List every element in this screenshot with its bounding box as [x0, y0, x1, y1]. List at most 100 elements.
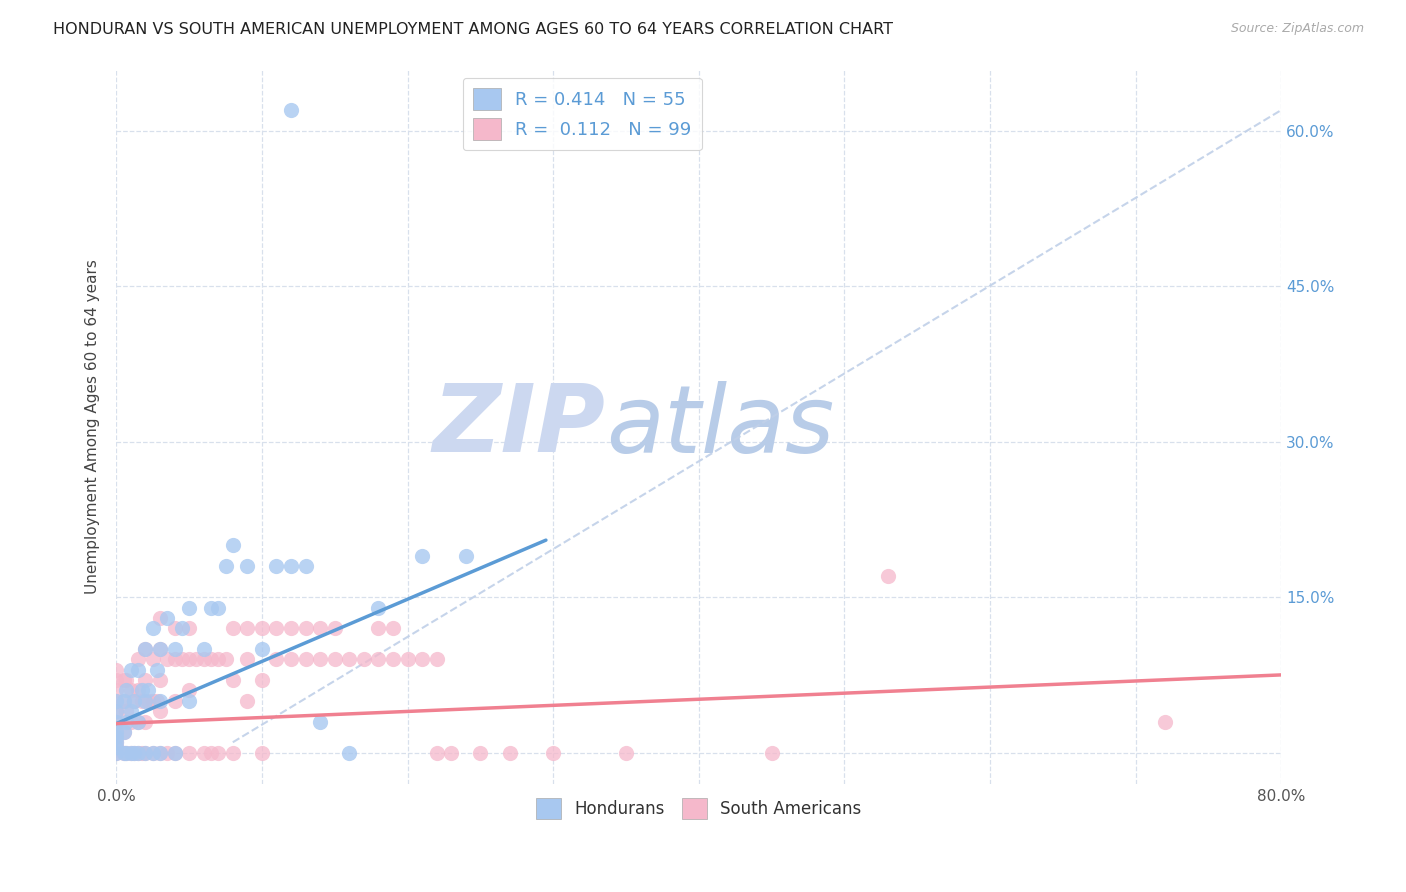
Point	[411, 652, 433, 666]
Point	[149, 746, 172, 760]
Point	[149, 642, 172, 657]
Point	[120, 704, 142, 718]
Point	[163, 621, 186, 635]
Point	[236, 694, 259, 708]
Point	[426, 746, 449, 760]
Point	[142, 621, 165, 635]
Point	[134, 746, 156, 760]
Point	[454, 549, 477, 563]
Point	[193, 746, 215, 760]
Point	[127, 714, 149, 729]
Point	[177, 600, 200, 615]
Point	[105, 735, 128, 749]
Point	[266, 652, 288, 666]
Point	[131, 694, 153, 708]
Point	[134, 694, 156, 708]
Point	[294, 652, 316, 666]
Point	[309, 621, 332, 635]
Point	[236, 621, 259, 635]
Point	[136, 694, 159, 708]
Point	[309, 652, 332, 666]
Point	[134, 642, 156, 657]
Point	[156, 611, 179, 625]
Point	[236, 559, 259, 574]
Point	[470, 746, 492, 760]
Point	[250, 746, 273, 760]
Point	[280, 559, 302, 574]
Point	[112, 746, 135, 760]
Point	[250, 673, 273, 687]
Point	[127, 663, 149, 677]
Point	[266, 621, 288, 635]
Point	[337, 746, 360, 760]
Point	[877, 569, 900, 583]
Point	[177, 746, 200, 760]
Point	[163, 746, 186, 760]
Y-axis label: Unemployment Among Ages 60 to 64 years: Unemployment Among Ages 60 to 64 years	[86, 259, 100, 593]
Point	[120, 663, 142, 677]
Point	[105, 704, 128, 718]
Point	[112, 694, 135, 708]
Point	[115, 746, 138, 760]
Point	[105, 735, 128, 749]
Point	[367, 600, 389, 615]
Point	[411, 549, 433, 563]
Point	[134, 714, 156, 729]
Point	[112, 694, 135, 708]
Point	[367, 621, 389, 635]
Point	[149, 673, 172, 687]
Point	[105, 740, 128, 755]
Point	[294, 621, 316, 635]
Point	[323, 652, 346, 666]
Point	[337, 652, 360, 666]
Point	[134, 746, 156, 760]
Point	[222, 538, 245, 552]
Point	[105, 694, 128, 708]
Point	[122, 694, 145, 708]
Point	[207, 600, 229, 615]
Point	[112, 725, 135, 739]
Point	[122, 694, 145, 708]
Text: atlas: atlas	[606, 381, 834, 472]
Point	[250, 642, 273, 657]
Point	[177, 652, 200, 666]
Point	[200, 600, 222, 615]
Point	[193, 652, 215, 666]
Point	[309, 714, 332, 729]
Point	[193, 642, 215, 657]
Point	[127, 714, 149, 729]
Point	[127, 746, 149, 760]
Point	[353, 652, 375, 666]
Point	[120, 714, 142, 729]
Point	[112, 673, 135, 687]
Point	[280, 621, 302, 635]
Point	[122, 746, 145, 760]
Point	[170, 621, 193, 635]
Point	[105, 730, 128, 744]
Point	[156, 652, 179, 666]
Text: ZIP: ZIP	[433, 380, 606, 472]
Point	[105, 683, 128, 698]
Point	[134, 673, 156, 687]
Point	[120, 746, 142, 760]
Point	[149, 694, 172, 708]
Point	[142, 652, 165, 666]
Point	[105, 740, 128, 755]
Point	[105, 725, 128, 739]
Point	[122, 746, 145, 760]
Point	[250, 621, 273, 635]
Point	[112, 725, 135, 739]
Point	[236, 652, 259, 666]
Point	[207, 652, 229, 666]
Point	[426, 652, 449, 666]
Point	[115, 746, 138, 760]
Text: Source: ZipAtlas.com: Source: ZipAtlas.com	[1230, 22, 1364, 36]
Point	[105, 730, 128, 744]
Point	[163, 642, 186, 657]
Point	[761, 746, 783, 760]
Point	[156, 746, 179, 760]
Point	[142, 746, 165, 760]
Point	[222, 621, 245, 635]
Point	[170, 652, 193, 666]
Legend: Hondurans, South Americans: Hondurans, South Americans	[530, 792, 868, 825]
